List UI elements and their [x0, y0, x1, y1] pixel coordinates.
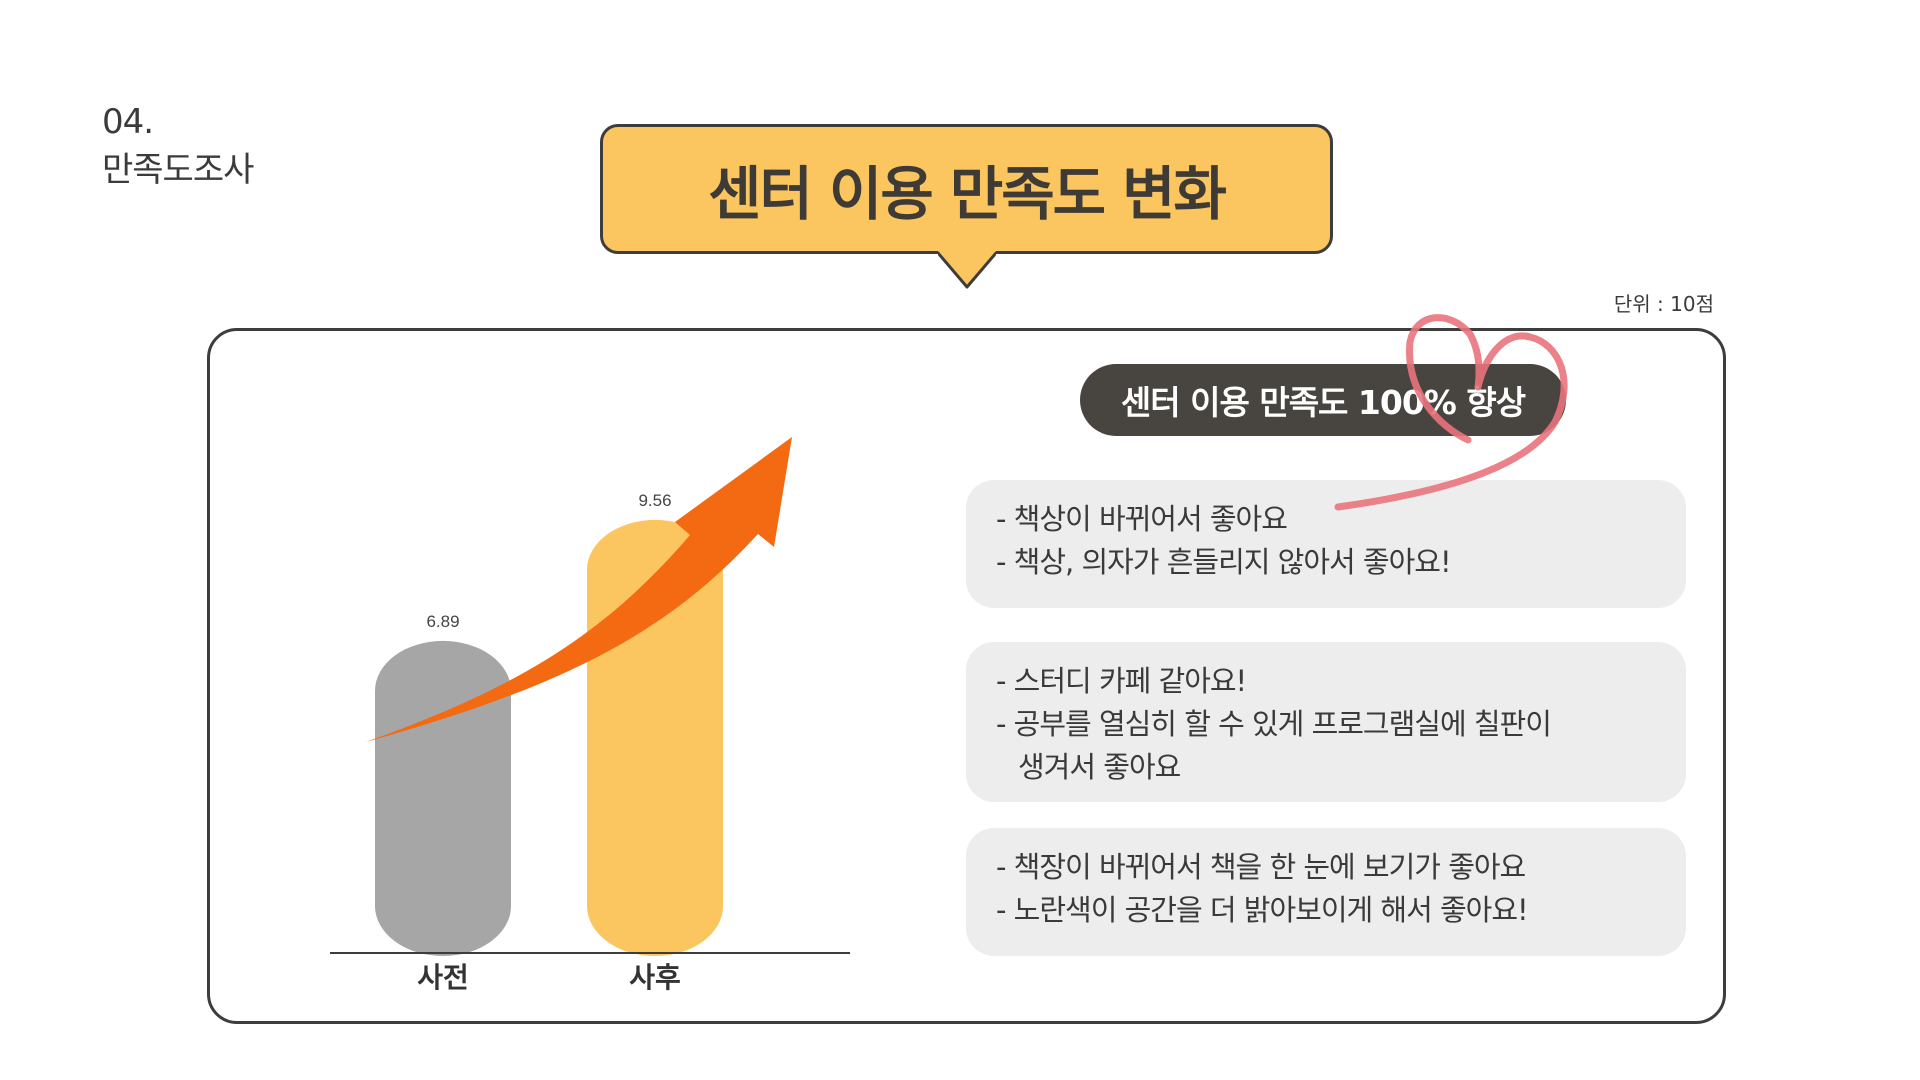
comment-line: - 책상, 의자가 흔들리지 않아서 좋아요!: [996, 541, 1658, 584]
comment-text: - 책상, 의자가 흔들리지 않아서 좋아요!: [996, 545, 1452, 579]
comment-line: 생겨서 좋아요: [996, 746, 1658, 789]
highlight-pill: 센터 이용 만족도 100% 향상: [1080, 364, 1566, 436]
bar-before: [375, 640, 511, 956]
unit-label: 단위 : 10점: [1613, 292, 1714, 316]
title-bubble: 센터 이용 만족도 변화: [600, 124, 1333, 254]
comment-text: - 노란색이 공간을 더 밝아보이게 해서 좋아요!: [996, 893, 1529, 927]
satisfaction-bar-chart: 6.89 9.56 사전 사후: [330, 437, 850, 994]
comment-card: - 책장이 바뀌어서 책을 한 눈에 보기가 좋아요 - 노란색이 공간을 더 …: [966, 828, 1686, 956]
comment-text: 생겨서 좋아요: [1018, 750, 1181, 784]
comment-text: - 스터디 카페 같아요!: [996, 664, 1247, 698]
bubble-tail: [938, 251, 996, 289]
comment-card: - 책상이 바뀌어서 좋아요 - 책상, 의자가 흔들리지 않아서 좋아요!: [966, 480, 1686, 608]
section-heading: 04. 만족도조사: [102, 98, 254, 194]
category-label-before: 사전: [417, 961, 469, 994]
comment-line: - 노란색이 공간을 더 밝아보이게 해서 좋아요!: [996, 889, 1658, 932]
comment-text: - 공부를 열심히 할 수 있게 프로그램실에 칠판이: [996, 707, 1552, 741]
category-label-after: 사후: [629, 961, 681, 994]
comment-line: - 책장이 바뀌어서 책을 한 눈에 보기가 좋아요: [996, 846, 1658, 889]
comment-line: - 책상이 바뀌어서 좋아요: [996, 498, 1658, 541]
section-title: 만족도조사: [102, 150, 254, 190]
value-label-after: 9.56: [638, 491, 671, 510]
comment-text: - 책상이 바뀌어서 좋아요: [996, 502, 1288, 536]
page-title: 센터 이용 만족도 변화: [708, 160, 1227, 228]
section-number: 04.: [102, 102, 154, 142]
comment-text: - 책장이 바뀌어서 책을 한 눈에 보기가 좋아요: [996, 850, 1526, 884]
comment-line: - 스터디 카페 같아요!: [996, 660, 1658, 703]
content-panel: [207, 328, 1726, 1024]
comment-line: - 공부를 열심히 할 수 있게 프로그램실에 칠판이: [996, 703, 1658, 746]
value-label-before: 6.89: [426, 612, 459, 631]
comment-card: - 스터디 카페 같아요! - 공부를 열심히 할 수 있게 프로그램실에 칠판…: [966, 642, 1686, 802]
